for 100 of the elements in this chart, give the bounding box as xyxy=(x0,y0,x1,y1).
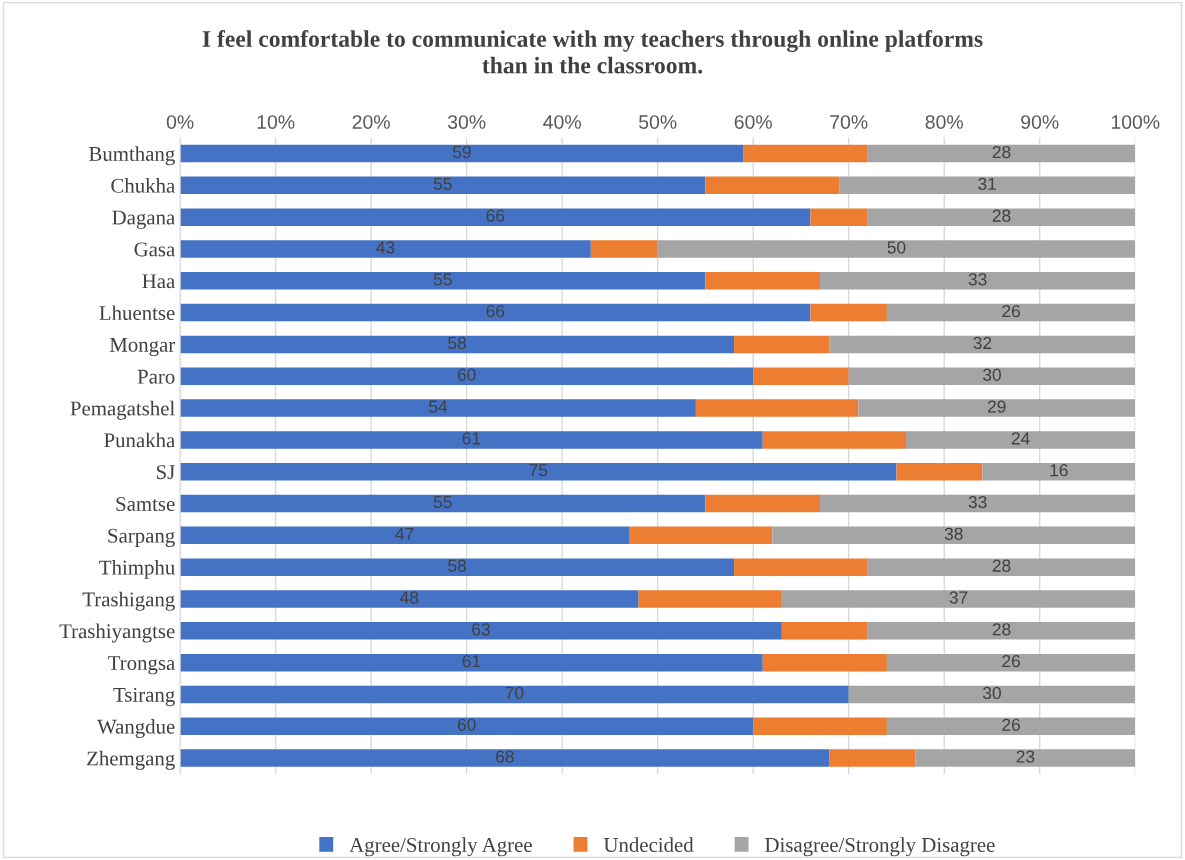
bar xyxy=(781,622,868,640)
legend-label: Agree/Strongly Agree xyxy=(349,837,532,857)
data-label: 26 xyxy=(1002,304,1020,318)
data-label: 54 xyxy=(429,400,448,413)
data-label: 26 xyxy=(1002,655,1020,668)
y-tick-label: Punakha xyxy=(104,432,175,448)
bar xyxy=(848,367,1136,385)
bar xyxy=(867,622,1136,640)
y-tick-label: Chukha xyxy=(111,178,175,193)
bar xyxy=(753,367,849,385)
y-tick-label: Trashigang xyxy=(82,591,175,611)
bar xyxy=(180,399,696,417)
data-label: 55 xyxy=(433,177,452,190)
bar xyxy=(695,399,859,417)
bar xyxy=(180,653,763,672)
bar xyxy=(180,558,735,576)
bar xyxy=(629,526,773,545)
y-tick-label: Haa xyxy=(142,274,175,289)
bar xyxy=(734,335,830,354)
bar xyxy=(915,749,1136,767)
bar xyxy=(657,240,1136,258)
data-label: 31 xyxy=(978,177,996,190)
bar xyxy=(886,303,1136,322)
data-label: 75 xyxy=(529,464,548,477)
data-label: 16 xyxy=(1050,464,1068,477)
bar xyxy=(180,685,849,704)
data-label: 61 xyxy=(462,432,481,445)
bar xyxy=(820,494,1136,513)
data-label: 28 xyxy=(992,559,1011,572)
bar xyxy=(886,653,1136,672)
x-tick-label: 80% xyxy=(925,115,963,129)
data-label: 33 xyxy=(968,495,987,509)
legend-label: Undecided xyxy=(603,837,694,852)
data-label: 58 xyxy=(448,559,466,572)
x-tick-label: 30% xyxy=(447,115,486,129)
x-tick-label: 0% xyxy=(166,115,194,129)
y-tick-label: Pemagatshel xyxy=(70,400,175,420)
bar xyxy=(762,653,887,672)
y-tick-label: Thimphu xyxy=(99,559,175,579)
data-label: 23 xyxy=(1016,750,1035,763)
y-tick-label: Trongsa xyxy=(108,656,175,675)
data-label: 55 xyxy=(433,273,452,286)
bar xyxy=(705,494,821,513)
data-label: 66 xyxy=(486,209,505,222)
bar xyxy=(810,303,887,322)
data-label: 48 xyxy=(400,591,419,604)
bar xyxy=(734,558,868,576)
y-tick-label: Bumthang xyxy=(89,146,175,166)
data-label: 37 xyxy=(949,591,968,604)
y-tick-label: SJ xyxy=(156,465,175,480)
data-label: 30 xyxy=(982,368,1001,381)
bar xyxy=(180,462,897,481)
y-tick-label: Tsirang xyxy=(113,687,175,707)
bar xyxy=(180,526,630,545)
data-label: 60 xyxy=(457,718,476,731)
bar xyxy=(829,335,1136,354)
bar xyxy=(180,367,754,385)
bar xyxy=(762,431,906,449)
data-label: 61 xyxy=(462,655,481,668)
y-tick-label: Samtse xyxy=(116,496,175,511)
data-label: 58 xyxy=(448,336,466,350)
y-tick-label: Trashiyangtse xyxy=(59,623,175,643)
data-label: 47 xyxy=(395,527,414,540)
data-label: 28 xyxy=(992,623,1011,636)
y-tick-label: Dagana xyxy=(112,210,175,229)
bar xyxy=(772,526,1136,545)
y-tick-label: Sarpang xyxy=(108,528,175,548)
bar xyxy=(743,144,868,163)
x-tick-label: 70% xyxy=(830,115,868,129)
bar xyxy=(180,335,735,354)
bar xyxy=(180,272,706,290)
bar xyxy=(180,303,811,322)
bar xyxy=(896,462,983,481)
bar xyxy=(839,176,1136,195)
data-label: 28 xyxy=(992,209,1011,222)
x-tick-label: 20% xyxy=(352,115,390,129)
legend-label: Disagree/Strongly Disagree xyxy=(765,837,995,857)
bar xyxy=(982,462,1136,481)
bar xyxy=(886,717,1136,736)
bar xyxy=(590,240,658,258)
bar xyxy=(829,749,916,767)
bar xyxy=(820,272,1136,290)
bar xyxy=(753,717,887,736)
data-label: 66 xyxy=(486,304,505,318)
y-tick-label: Gasa xyxy=(134,242,175,257)
chart-title: I feel comfortable to communicate with my teachers through online platforms than in the classroom. xyxy=(202,30,983,74)
data-label: 26 xyxy=(1002,718,1020,731)
data-label: 29 xyxy=(987,400,1006,413)
bar xyxy=(638,590,782,608)
bar xyxy=(180,144,744,163)
data-label: 55 xyxy=(433,496,452,509)
bar xyxy=(180,431,763,449)
x-tick-label: 100% xyxy=(1111,115,1160,129)
bar xyxy=(180,622,782,640)
data-label: 68 xyxy=(496,750,514,763)
bar xyxy=(867,208,1136,226)
x-tick-label: 50% xyxy=(638,115,677,129)
data-label: 24 xyxy=(1011,432,1030,445)
data-label: 50 xyxy=(887,241,906,254)
x-tick-label: 40% xyxy=(543,115,581,129)
